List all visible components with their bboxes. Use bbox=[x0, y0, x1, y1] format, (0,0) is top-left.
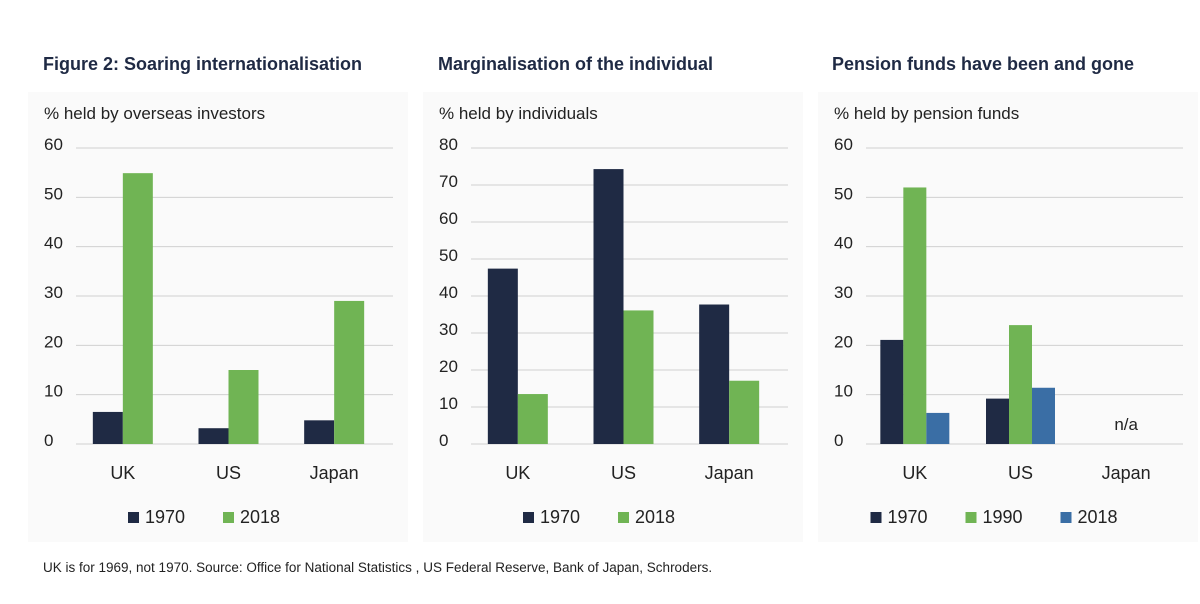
y-tick-label: 50 bbox=[439, 246, 458, 265]
y-tick-label: 20 bbox=[834, 332, 853, 351]
legend-swatch-1990 bbox=[965, 512, 977, 523]
na-annotation: n/a bbox=[1114, 415, 1138, 434]
bar-us-1970 bbox=[986, 398, 1009, 444]
bar-uk-2018 bbox=[517, 394, 548, 444]
legend-swatch-1970 bbox=[523, 512, 534, 523]
y-tick-label: 0 bbox=[834, 431, 843, 450]
y-tick-label: 20 bbox=[439, 357, 458, 376]
bar-japan-2018 bbox=[729, 380, 760, 444]
source-footnote: UK is for 1969, not 1970. Source: Office… bbox=[43, 560, 713, 575]
legend-label-2018: 2018 bbox=[240, 507, 280, 527]
chart-3: % held by pension funds 0 10 20 30 40 50 60 UK US… bbox=[818, 92, 1198, 542]
bar-us-2018 bbox=[623, 310, 654, 444]
bar-uk-1970 bbox=[487, 268, 518, 444]
x-tick-label: UK bbox=[505, 463, 530, 483]
y-tick-label: 70 bbox=[439, 172, 458, 191]
legend-swatch-2018 bbox=[223, 512, 234, 523]
chart-1-title: Figure 2: Soaring internationalisation bbox=[43, 54, 363, 74]
y-tick-label: 60 bbox=[834, 135, 853, 154]
legend-label-1970: 1970 bbox=[145, 507, 185, 527]
y-axis-label: % held by individuals bbox=[439, 104, 598, 123]
bar-uk-2018 bbox=[122, 173, 153, 444]
bar-japan-1970 bbox=[304, 420, 335, 444]
legend-swatch-1970 bbox=[870, 512, 882, 523]
y-tick-label: 10 bbox=[44, 382, 63, 401]
y-tick-label: 20 bbox=[44, 332, 63, 351]
bar-us-1990 bbox=[1009, 325, 1032, 444]
y-axis-label: % held by pension funds bbox=[834, 104, 1019, 123]
x-tick-label: UK bbox=[902, 463, 927, 483]
y-tick-label: 0 bbox=[44, 431, 53, 450]
y-tick-label: 60 bbox=[44, 135, 63, 154]
chart-3-title: Pension funds have been and gone bbox=[832, 54, 1135, 74]
bar-uk-1970 bbox=[880, 339, 904, 444]
y-tick-label: 50 bbox=[44, 184, 63, 203]
chart-2-title: Marginalisation of the individual bbox=[438, 54, 714, 74]
legend-swatch-1970 bbox=[128, 512, 139, 523]
y-tick-label: 30 bbox=[834, 283, 853, 302]
x-tick-label: Japan bbox=[1102, 463, 1151, 483]
x-tick-label: Japan bbox=[310, 463, 359, 483]
bar-us-2018 bbox=[1032, 387, 1055, 444]
bar-uk-1990 bbox=[903, 187, 927, 444]
x-tick-label: US bbox=[216, 463, 241, 483]
y-tick-label: 80 bbox=[439, 135, 458, 154]
y-tick-label: 50 bbox=[834, 184, 853, 203]
y-tick-label: 10 bbox=[834, 382, 853, 401]
legend-label-1970: 1970 bbox=[540, 507, 580, 527]
y-tick-label: 40 bbox=[834, 234, 853, 253]
legend-label-2018: 2018 bbox=[635, 507, 675, 527]
x-tick-label: UK bbox=[110, 463, 135, 483]
y-tick-label: 10 bbox=[439, 394, 458, 413]
legend-swatch-2018 bbox=[1060, 512, 1072, 523]
y-tick-label: 60 bbox=[439, 209, 458, 228]
chart-2: % held by individuals 0 10 20 30 40 50 60 70 80 UK… bbox=[423, 92, 803, 542]
bar-us-1970 bbox=[198, 428, 229, 444]
bar-uk-1970 bbox=[92, 411, 123, 444]
y-tick-label: 30 bbox=[439, 320, 458, 339]
legend-label-2018: 2018 bbox=[1078, 507, 1118, 527]
y-tick-label: 40 bbox=[44, 234, 63, 253]
bar-us-2018 bbox=[228, 370, 259, 444]
chart-background bbox=[818, 92, 1198, 542]
legend-label-1970: 1970 bbox=[888, 507, 928, 527]
x-tick-label: Japan bbox=[705, 463, 754, 483]
y-tick-label: 40 bbox=[439, 283, 458, 302]
bar-uk-2018 bbox=[926, 412, 950, 444]
legend-swatch-2018 bbox=[618, 512, 629, 523]
chart-1: % held by overseas investors 0 10 20 30 40 50 6… bbox=[28, 92, 408, 542]
x-tick-label: US bbox=[611, 463, 636, 483]
legend-label-1990: 1990 bbox=[983, 507, 1023, 527]
bar-japan-2018 bbox=[334, 300, 365, 444]
y-tick-label: 0 bbox=[439, 431, 448, 450]
y-axis-label: % held by overseas investors bbox=[44, 104, 265, 123]
x-tick-label: US bbox=[1008, 463, 1033, 483]
bar-japan-1970 bbox=[699, 304, 730, 444]
y-tick-label: 30 bbox=[44, 283, 63, 302]
bar-us-1970 bbox=[593, 169, 624, 444]
